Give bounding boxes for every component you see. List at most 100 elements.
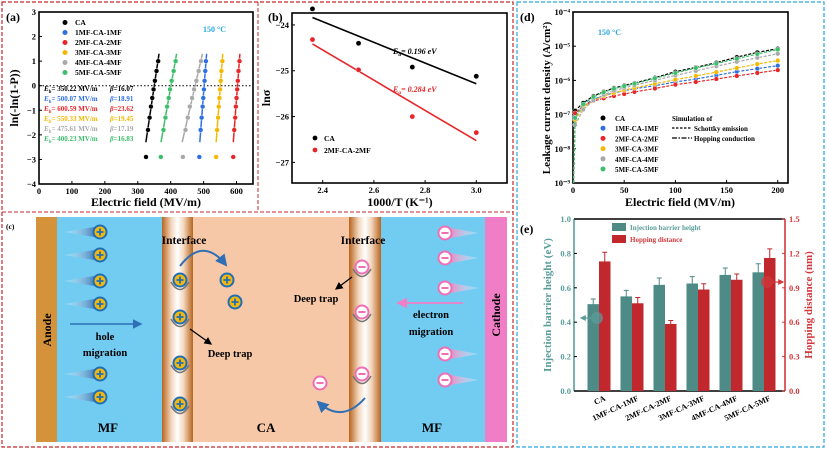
data-point — [218, 68, 224, 74]
legend-label: 5MF-CA-5MF — [615, 166, 659, 174]
eb-subscript: b — [49, 130, 52, 135]
legend-label: Hopping distance — [630, 236, 682, 244]
data-point — [693, 73, 699, 79]
data-point — [200, 95, 206, 101]
data-point — [231, 127, 237, 133]
bar-barrier-height — [752, 272, 764, 391]
x-tick-label: 50 — [620, 185, 629, 195]
legend-swatch — [612, 235, 626, 243]
data-point — [754, 61, 760, 67]
simulation-legend-title: Simulation of — [672, 115, 713, 123]
hole-migration-label-2: migration — [83, 348, 127, 359]
y-tick-label: −25 — [276, 66, 289, 76]
x-tick-label: 500 — [197, 186, 210, 196]
legend-label: 2MF-CA-2MF — [324, 146, 371, 155]
data-point — [775, 47, 781, 53]
data-point — [580, 101, 586, 107]
y-tick-label: 10⁻⁴ — [554, 7, 570, 17]
hole-migration-label-1: hole — [96, 332, 115, 343]
legend-marker — [600, 146, 606, 152]
y-axis-title: lnσ — [259, 89, 273, 106]
y-right-tick-label: 0.9 — [789, 283, 800, 293]
legend-marker — [62, 70, 68, 75]
data-point — [230, 154, 236, 160]
breakdown-strength-label: Eb= 600.59 MV/m — [43, 105, 98, 115]
hopping-legend-label: Hopping conduction — [694, 135, 755, 143]
data-point — [198, 127, 204, 133]
eb-symbol: E — [43, 85, 49, 93]
plus-icon — [96, 370, 104, 378]
x-tick-label: 300 — [131, 186, 144, 196]
ea-symbol: E — [392, 85, 398, 94]
x-category-label: CA — [593, 394, 607, 407]
data-point — [621, 83, 627, 89]
data-point — [232, 115, 238, 121]
legend-label: 2MF-CA-2MF — [615, 135, 659, 143]
ea-subscript: a — [398, 52, 401, 58]
activation-energy-label: Ea= 0.196 eV — [392, 47, 437, 58]
x-axis-title: Electric field (MV/m) — [91, 195, 201, 209]
y-tick-label: 0.2 — [560, 352, 571, 362]
error-bar — [602, 251, 608, 272]
y-tick-label: 10⁻⁹ — [554, 178, 570, 188]
legend-marker — [600, 125, 606, 131]
data-point — [693, 65, 699, 71]
anode-layer — [36, 217, 57, 442]
data-point — [754, 51, 760, 57]
y-tick-label: −2 — [27, 130, 36, 140]
eb-symbol: E — [43, 95, 49, 103]
x-tick-label: 200 — [771, 185, 784, 195]
y-tick-label: −1 — [27, 105, 36, 115]
chart-a-weibull: 0 100 200 300 400 500 600 −4 −3 −2 −1 0 1 2 3 (a) Electr… — [6, 7, 254, 209]
error-bar — [623, 289, 629, 303]
y-axis-title: Leakage current density (A/cm²) — [541, 21, 553, 174]
schottky-fit-line — [573, 69, 778, 184]
data-point — [187, 103, 193, 110]
data-point — [713, 69, 719, 75]
beta-value: =18.91 — [114, 95, 134, 103]
y-axis-title-right: Hopping distance (nm) — [803, 251, 815, 359]
y-right-tick-label: 0.0 — [789, 386, 800, 396]
chart-b-plot-frame — [291, 12, 508, 184]
data-point — [355, 67, 362, 73]
bar-barrier-height — [719, 274, 731, 391]
data-point — [218, 78, 224, 84]
trap-well-icon — [170, 281, 190, 291]
y-right-tick-label: 1.5 — [789, 214, 800, 224]
error-bar — [767, 248, 773, 268]
beta-value: =19.45 — [114, 115, 134, 123]
interface-right — [349, 217, 381, 442]
legend-marker — [62, 40, 68, 45]
legend-label: 1MF-CA-1MF — [75, 28, 122, 37]
layer-mf-left-label: MF — [98, 420, 118, 435]
electron-migration-label-1: electron — [413, 310, 449, 321]
y-tick-label: 1 — [32, 56, 36, 66]
x-tick-label: 600 — [230, 186, 243, 196]
shape-parameter-label: β=23.62 — [109, 105, 134, 113]
schottky-legend-label: Schottky emission — [694, 125, 748, 133]
diagram-c-charge-transport: (c) Anode Cathode Interface Interface De… — [6, 217, 507, 442]
y-tick-label: 3 — [32, 7, 36, 17]
mf-layer-left — [57, 217, 162, 442]
chart-d-plot-frame — [572, 11, 789, 184]
data-point — [652, 85, 658, 91]
trap-well-icon — [352, 375, 372, 385]
y-axis-title-left: Injection barrier height (eV) — [542, 238, 554, 372]
hole-trail — [64, 275, 100, 287]
interface-left-label: Interface — [162, 235, 207, 247]
y-tick-label: 0.4 — [560, 317, 571, 327]
chart-b-arrhenius: 2.4 2.6 2.8 3.0 −24 −25 −26 −27 (b) 1000/T (K⁻¹) l… — [259, 6, 508, 209]
eb-symbol: E — [43, 115, 49, 123]
shape-parameter-label: β=16.07 — [109, 85, 134, 93]
hole-trail — [64, 249, 100, 261]
bar-barrier-height — [620, 296, 632, 391]
data-point — [143, 154, 149, 160]
data-point — [173, 58, 179, 64]
beta-symbol: β — [109, 105, 114, 113]
panel-label-b: (b) — [268, 10, 283, 24]
beta-value: =16.07 — [114, 85, 134, 93]
legend-marker — [600, 135, 606, 141]
y-tick-label: 0.8 — [560, 248, 571, 258]
data-point — [219, 58, 225, 64]
data-point — [145, 127, 151, 133]
